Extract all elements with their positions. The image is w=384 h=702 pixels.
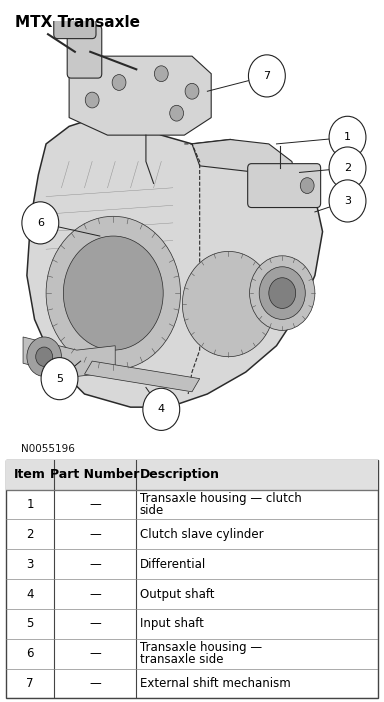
Circle shape <box>46 216 180 370</box>
Text: 3: 3 <box>344 196 351 206</box>
Circle shape <box>170 105 184 121</box>
Text: —: — <box>89 677 101 690</box>
Circle shape <box>27 337 61 376</box>
Text: 1: 1 <box>26 498 34 511</box>
Circle shape <box>41 357 78 399</box>
Text: 7: 7 <box>26 677 34 690</box>
Text: Differential: Differential <box>140 557 206 571</box>
Text: 5: 5 <box>56 373 63 383</box>
Circle shape <box>300 178 314 194</box>
Text: Part Number: Part Number <box>50 468 140 482</box>
Text: Input shaft: Input shaft <box>140 617 204 630</box>
Text: Transaxle housing — clutch: Transaxle housing — clutch <box>140 492 301 505</box>
Circle shape <box>185 84 199 99</box>
Text: 2: 2 <box>344 163 351 173</box>
Polygon shape <box>23 337 115 376</box>
Text: 6: 6 <box>26 647 34 661</box>
Circle shape <box>143 388 180 430</box>
Text: 6: 6 <box>37 218 44 228</box>
Bar <box>6 460 378 490</box>
Text: —: — <box>89 557 101 571</box>
Circle shape <box>154 66 168 81</box>
Text: —: — <box>89 588 101 601</box>
FancyBboxPatch shape <box>67 25 102 78</box>
Text: Clutch slave cylinder: Clutch slave cylinder <box>140 528 263 541</box>
Text: 1: 1 <box>344 133 351 143</box>
Polygon shape <box>27 117 323 407</box>
Polygon shape <box>192 140 300 188</box>
Text: —: — <box>89 617 101 630</box>
FancyBboxPatch shape <box>54 4 96 39</box>
Circle shape <box>250 256 315 331</box>
Text: side: side <box>140 504 164 517</box>
Circle shape <box>22 202 59 244</box>
Circle shape <box>329 180 366 222</box>
Text: MTX Transaxle: MTX Transaxle <box>15 15 141 30</box>
Circle shape <box>36 347 53 366</box>
Circle shape <box>98 275 129 310</box>
Text: transaxle side: transaxle side <box>140 653 223 666</box>
Text: 4: 4 <box>158 404 165 414</box>
Circle shape <box>112 74 126 91</box>
FancyBboxPatch shape <box>248 164 321 208</box>
Circle shape <box>211 284 246 324</box>
Text: —: — <box>89 498 101 511</box>
Text: 4: 4 <box>26 588 34 601</box>
Circle shape <box>85 92 99 108</box>
Circle shape <box>248 55 285 97</box>
Circle shape <box>259 267 305 319</box>
Circle shape <box>182 251 275 357</box>
Text: Item: Item <box>14 468 46 482</box>
Circle shape <box>63 236 163 350</box>
Text: External shift mechanism: External shift mechanism <box>140 677 291 690</box>
Text: —: — <box>89 528 101 541</box>
Text: Output shaft: Output shaft <box>140 588 214 601</box>
Polygon shape <box>69 56 211 135</box>
Circle shape <box>81 256 146 331</box>
Circle shape <box>269 278 296 308</box>
Text: 2: 2 <box>26 528 34 541</box>
Polygon shape <box>84 361 200 392</box>
Circle shape <box>329 117 366 159</box>
Text: —: — <box>89 647 101 661</box>
Text: 5: 5 <box>26 617 34 630</box>
Text: Description: Description <box>140 468 220 482</box>
Circle shape <box>196 267 261 341</box>
Text: N0055196: N0055196 <box>21 444 75 453</box>
Text: 7: 7 <box>263 71 270 81</box>
Text: 3: 3 <box>26 557 34 571</box>
Circle shape <box>329 147 366 189</box>
Text: Transaxle housing —: Transaxle housing — <box>140 641 262 654</box>
